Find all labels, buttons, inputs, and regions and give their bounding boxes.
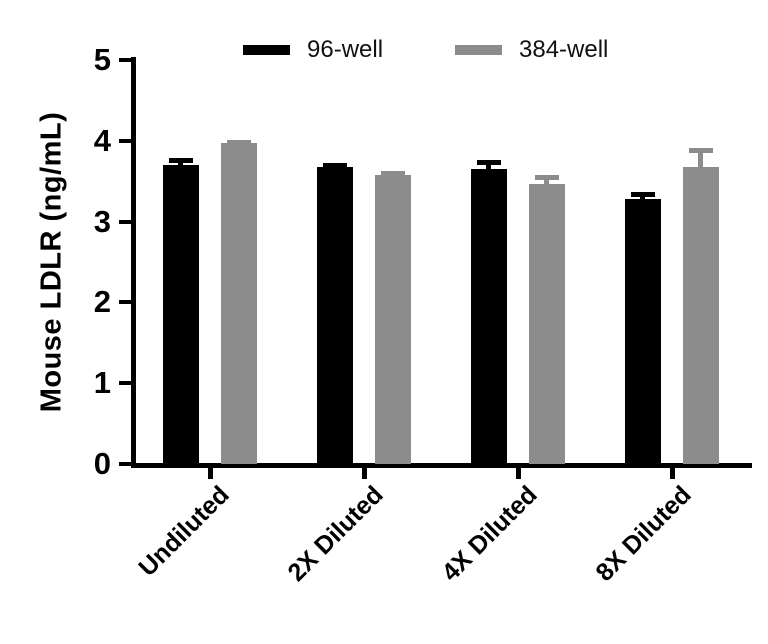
error-bar-stem-384-well-4x-diluted — [544, 175, 549, 186]
legend-swatch-96-well — [243, 45, 290, 55]
y-axis-tick — [119, 300, 132, 304]
y-tick-label: 5 — [93, 42, 111, 77]
error-bar-cap-384-well-8x-diluted — [689, 148, 713, 153]
error-bar-cap-96-well-2x-diluted — [323, 163, 347, 168]
y-axis-tick — [119, 381, 132, 385]
error-bar-cap-96-well-undiluted — [169, 158, 193, 163]
x-axis-tick — [670, 468, 675, 479]
y-tick-label: 3 — [93, 204, 111, 239]
legend-item-384-well: 384-well — [455, 36, 608, 64]
legend-swatch-384-well — [455, 45, 502, 55]
x-axis-tick — [208, 468, 213, 479]
bar-96-well-undiluted — [163, 165, 199, 464]
x-category-label: Undiluted — [133, 480, 235, 582]
x-axis-tick — [362, 468, 367, 479]
y-axis-line — [131, 57, 136, 468]
x-axis-line — [131, 463, 752, 468]
bar-384-well-2x-diluted — [375, 175, 411, 464]
y-axis-tick — [119, 139, 132, 143]
y-tick-label: 0 — [93, 446, 111, 481]
error-bar-cap-384-well-undiluted — [227, 140, 251, 145]
bar-96-well-4x-diluted — [471, 169, 507, 464]
bar-96-well-8x-diluted — [625, 199, 661, 464]
y-axis-tick — [119, 220, 132, 224]
x-category-label: 8X Diluted — [590, 480, 697, 587]
error-bar-cap-384-well-2x-diluted — [381, 171, 405, 176]
x-category-label: 4X Diluted — [436, 480, 543, 587]
x-category-label: 2X Diluted — [282, 480, 389, 587]
y-axis-tick — [119, 462, 132, 466]
y-axis-tick — [119, 58, 132, 62]
y-tick-label: 1 — [93, 365, 111, 400]
legend-item-96-well: 96-well — [243, 36, 383, 64]
error-bar-stem-384-well-8x-diluted — [698, 148, 703, 169]
error-bar-cap-384-well-4x-diluted — [535, 175, 559, 180]
bar-384-well-undiluted — [221, 143, 257, 464]
legend-label-384-well: 384-well — [519, 36, 609, 63]
bar-96-well-2x-diluted — [317, 167, 353, 464]
bar-384-well-8x-diluted — [683, 167, 719, 464]
y-tick-label: 2 — [93, 284, 111, 319]
legend-label-96-well: 96-well — [307, 36, 384, 63]
x-axis-tick — [516, 468, 521, 479]
bar-384-well-4x-diluted — [529, 184, 565, 464]
error-bar-cap-96-well-4x-diluted — [477, 160, 501, 165]
error-bar-stem-96-well-4x-diluted — [486, 160, 491, 171]
y-tick-label: 4 — [93, 123, 111, 158]
error-bar-cap-96-well-8x-diluted — [631, 192, 655, 197]
